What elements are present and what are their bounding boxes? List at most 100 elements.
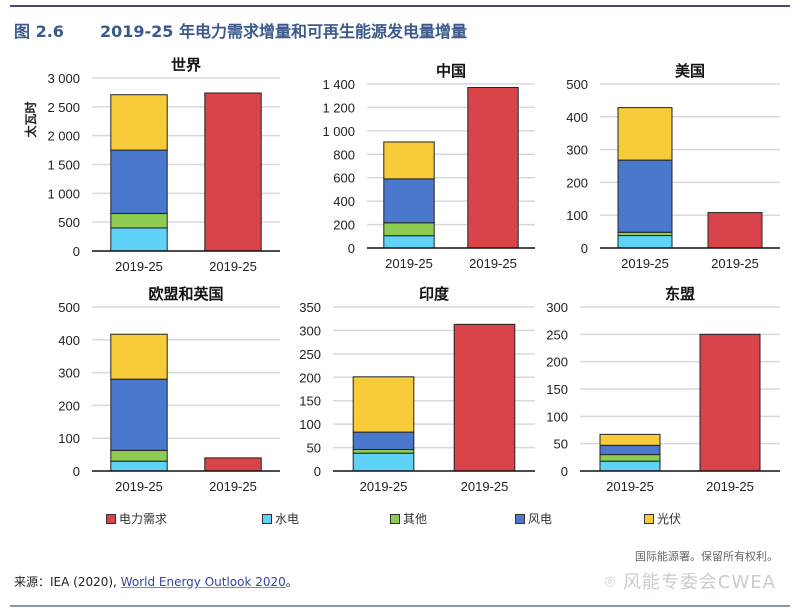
legend-swatch bbox=[262, 513, 272, 524]
x-tick-label: 2019-25 bbox=[385, 256, 433, 271]
source-link[interactable]: World Energy Outlook 2020 bbox=[120, 575, 286, 589]
figure-title: 2019-25 年电力需求增量和可再生能源发电量增量 bbox=[100, 22, 468, 41]
legend-label: 水电 bbox=[275, 512, 300, 526]
bar-segment-hydro bbox=[110, 227, 168, 252]
y-tick-label: 50 bbox=[554, 437, 568, 452]
chart-title: 世界 bbox=[171, 56, 201, 74]
y-tick-label: 0 bbox=[73, 464, 80, 479]
legend-label: 风电 bbox=[528, 512, 553, 526]
y-tick-label: 1 000 bbox=[322, 124, 355, 139]
bar-segment-wind bbox=[110, 378, 168, 451]
y-tick-label: 50 bbox=[307, 441, 321, 456]
legend: 电力需求 水电 其他 风电 光伏 bbox=[0, 510, 800, 530]
bar-segment-hydro bbox=[383, 235, 435, 249]
y-tick-label: 200 bbox=[58, 398, 80, 413]
y-tick-label: 100 bbox=[299, 417, 321, 432]
x-tick-label: 2019-25 bbox=[115, 479, 163, 494]
y-tick-label: 250 bbox=[546, 327, 568, 342]
y-tick-label: 0 bbox=[348, 241, 355, 256]
y-tick-label: 150 bbox=[546, 382, 568, 397]
legend-swatch bbox=[515, 513, 525, 524]
y-tick-label: 200 bbox=[299, 370, 321, 385]
bottom-rule bbox=[10, 605, 790, 607]
y-axis-label: 太瓦时 bbox=[23, 101, 38, 137]
chart-title: 欧盟和英国 bbox=[148, 285, 223, 303]
legend-item-demand: 电力需求 bbox=[106, 510, 167, 527]
y-tick-label: 100 bbox=[546, 409, 568, 424]
bar-segment-other bbox=[110, 213, 168, 229]
y-tick-label: 1 400 bbox=[322, 77, 355, 92]
watermark-text: 风能专委会CWEA bbox=[622, 572, 776, 593]
bar-demand bbox=[453, 323, 516, 472]
x-tick-label: 2019-25 bbox=[209, 479, 257, 494]
bar-segment-other bbox=[110, 449, 168, 462]
y-tick-label: 500 bbox=[566, 77, 588, 92]
y-tick-label: 500 bbox=[58, 300, 80, 315]
y-tick-label: 2 000 bbox=[47, 129, 80, 144]
y-tick-label: 800 bbox=[333, 147, 355, 162]
y-tick-label: 150 bbox=[299, 394, 321, 409]
y-tick-label: 3 000 bbox=[47, 71, 80, 86]
y-tick-label: 0 bbox=[73, 244, 80, 259]
y-tick-label: 100 bbox=[566, 208, 588, 223]
legend-item-other: 其他 bbox=[390, 510, 427, 527]
bar-segment-solar bbox=[617, 107, 673, 161]
y-tick-label: 250 bbox=[299, 347, 321, 362]
y-tick-label: 100 bbox=[58, 431, 80, 446]
y-tick-label: 1 500 bbox=[47, 158, 80, 173]
source-line: 来源：IEA (2020), World Energy Outlook 2020… bbox=[14, 573, 298, 590]
y-tick-label: 1 200 bbox=[322, 100, 355, 115]
x-tick-label: 2019-25 bbox=[360, 479, 408, 494]
bar-segment-solar bbox=[599, 433, 661, 446]
bar-segment-hydro bbox=[352, 452, 415, 472]
legend-item-wind: 风电 bbox=[515, 510, 552, 527]
figure-number: 图 2.6 bbox=[14, 22, 64, 41]
x-tick-label: 2019-25 bbox=[606, 479, 654, 494]
bar-segment-hydro bbox=[617, 235, 673, 249]
watermark: ⌾ 风能专委会CWEA bbox=[604, 568, 776, 594]
bar-segment-other bbox=[383, 222, 435, 237]
x-tick-label: 2019-25 bbox=[209, 259, 257, 274]
x-tick-label: 2019-25 bbox=[621, 256, 669, 271]
y-tick-label: 400 bbox=[566, 110, 588, 125]
y-tick-label: 200 bbox=[566, 175, 588, 190]
chart-title: 美国 bbox=[675, 62, 705, 80]
y-tick-label: 400 bbox=[58, 333, 80, 348]
legend-swatch bbox=[106, 513, 116, 524]
bar-segment-solar bbox=[352, 376, 415, 433]
y-tick-label: 300 bbox=[299, 323, 321, 338]
y-tick-label: 200 bbox=[333, 218, 355, 233]
bar-segment-wind bbox=[110, 149, 168, 215]
x-tick-label: 2019-25 bbox=[706, 479, 754, 494]
x-tick-label: 2019-25 bbox=[115, 259, 163, 274]
x-tick-label: 2019-25 bbox=[461, 479, 509, 494]
y-tick-label: 2 500 bbox=[47, 100, 80, 115]
y-tick-label: 300 bbox=[546, 300, 568, 315]
y-tick-label: 600 bbox=[333, 171, 355, 186]
bar-segment-wind bbox=[599, 444, 661, 456]
legend-swatch bbox=[644, 513, 654, 524]
bar-segment-hydro bbox=[599, 460, 661, 472]
bar-segment-solar bbox=[110, 94, 168, 151]
x-tick-label: 2019-25 bbox=[711, 256, 759, 271]
source-prefix: 来源：IEA (2020), bbox=[14, 575, 121, 589]
y-tick-label: 200 bbox=[546, 355, 568, 370]
legend-label: 光伏 bbox=[657, 512, 682, 526]
bar-segment-wind bbox=[617, 159, 673, 233]
bar-segment-solar bbox=[110, 333, 168, 380]
y-tick-label: 350 bbox=[299, 300, 321, 315]
legend-label: 其他 bbox=[403, 512, 428, 526]
y-tick-label: 0 bbox=[581, 241, 588, 256]
y-tick-label: 1 000 bbox=[47, 186, 80, 201]
chart-title: 中国 bbox=[436, 62, 466, 80]
bar-segment-other bbox=[599, 454, 661, 462]
bar-demand bbox=[707, 212, 763, 249]
bar-segment-hydro bbox=[110, 460, 168, 472]
bar-segment-other bbox=[352, 448, 415, 454]
bar-demand bbox=[204, 92, 262, 252]
y-tick-label: 0 bbox=[561, 464, 568, 479]
bar-segment-wind bbox=[352, 431, 415, 450]
chart-title: 印度 bbox=[419, 285, 450, 303]
y-tick-label: 300 bbox=[566, 143, 588, 158]
y-tick-label: 500 bbox=[58, 215, 80, 230]
